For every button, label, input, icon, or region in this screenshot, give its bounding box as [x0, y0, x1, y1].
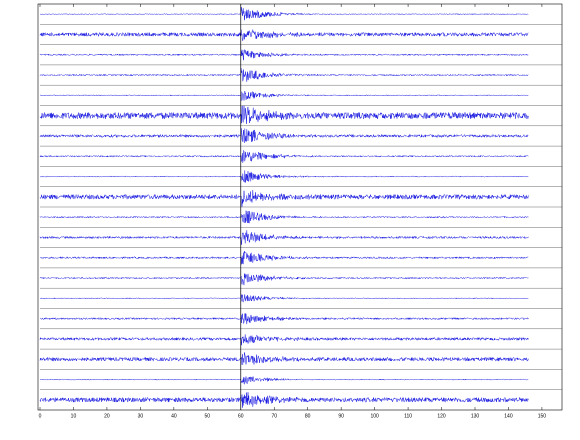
waveform — [39, 210, 529, 224]
x-tick-label: 60 — [238, 413, 244, 419]
x-tick-label: 150 — [538, 413, 547, 419]
x-tick-label: 0 — [39, 413, 42, 419]
waveform — [39, 150, 529, 163]
waveform — [39, 7, 529, 21]
waveform — [39, 294, 529, 303]
waveform — [39, 170, 529, 183]
waveform — [39, 376, 529, 386]
x-tick-label: 20 — [104, 413, 110, 419]
x-tick-label: 40 — [171, 413, 177, 419]
waveform — [39, 273, 529, 286]
waveform — [39, 128, 529, 143]
waveform — [39, 334, 529, 346]
waveform — [39, 312, 529, 325]
x-tick-label: 70 — [271, 413, 277, 419]
waveform — [39, 105, 529, 124]
waveform — [39, 68, 529, 82]
x-tick-label: 140 — [504, 413, 513, 419]
x-tick-label: 100 — [370, 413, 379, 419]
waveform — [39, 29, 529, 42]
waveform — [39, 392, 529, 408]
x-tick-label: 50 — [205, 413, 211, 419]
waveform — [39, 190, 529, 207]
x-tick-label: 90 — [338, 413, 344, 419]
waveform — [39, 90, 529, 101]
waveform — [39, 352, 529, 365]
waveform — [39, 251, 529, 265]
waveform — [39, 230, 529, 245]
x-tick-label: 130 — [471, 413, 480, 419]
x-tick-label: 120 — [437, 413, 446, 419]
waveform — [39, 48, 529, 61]
x-tick-label: 80 — [305, 413, 311, 419]
x-tick-label: 110 — [404, 413, 412, 419]
x-tick-label: 30 — [138, 413, 144, 419]
x-tick-label: 10 — [71, 413, 77, 419]
